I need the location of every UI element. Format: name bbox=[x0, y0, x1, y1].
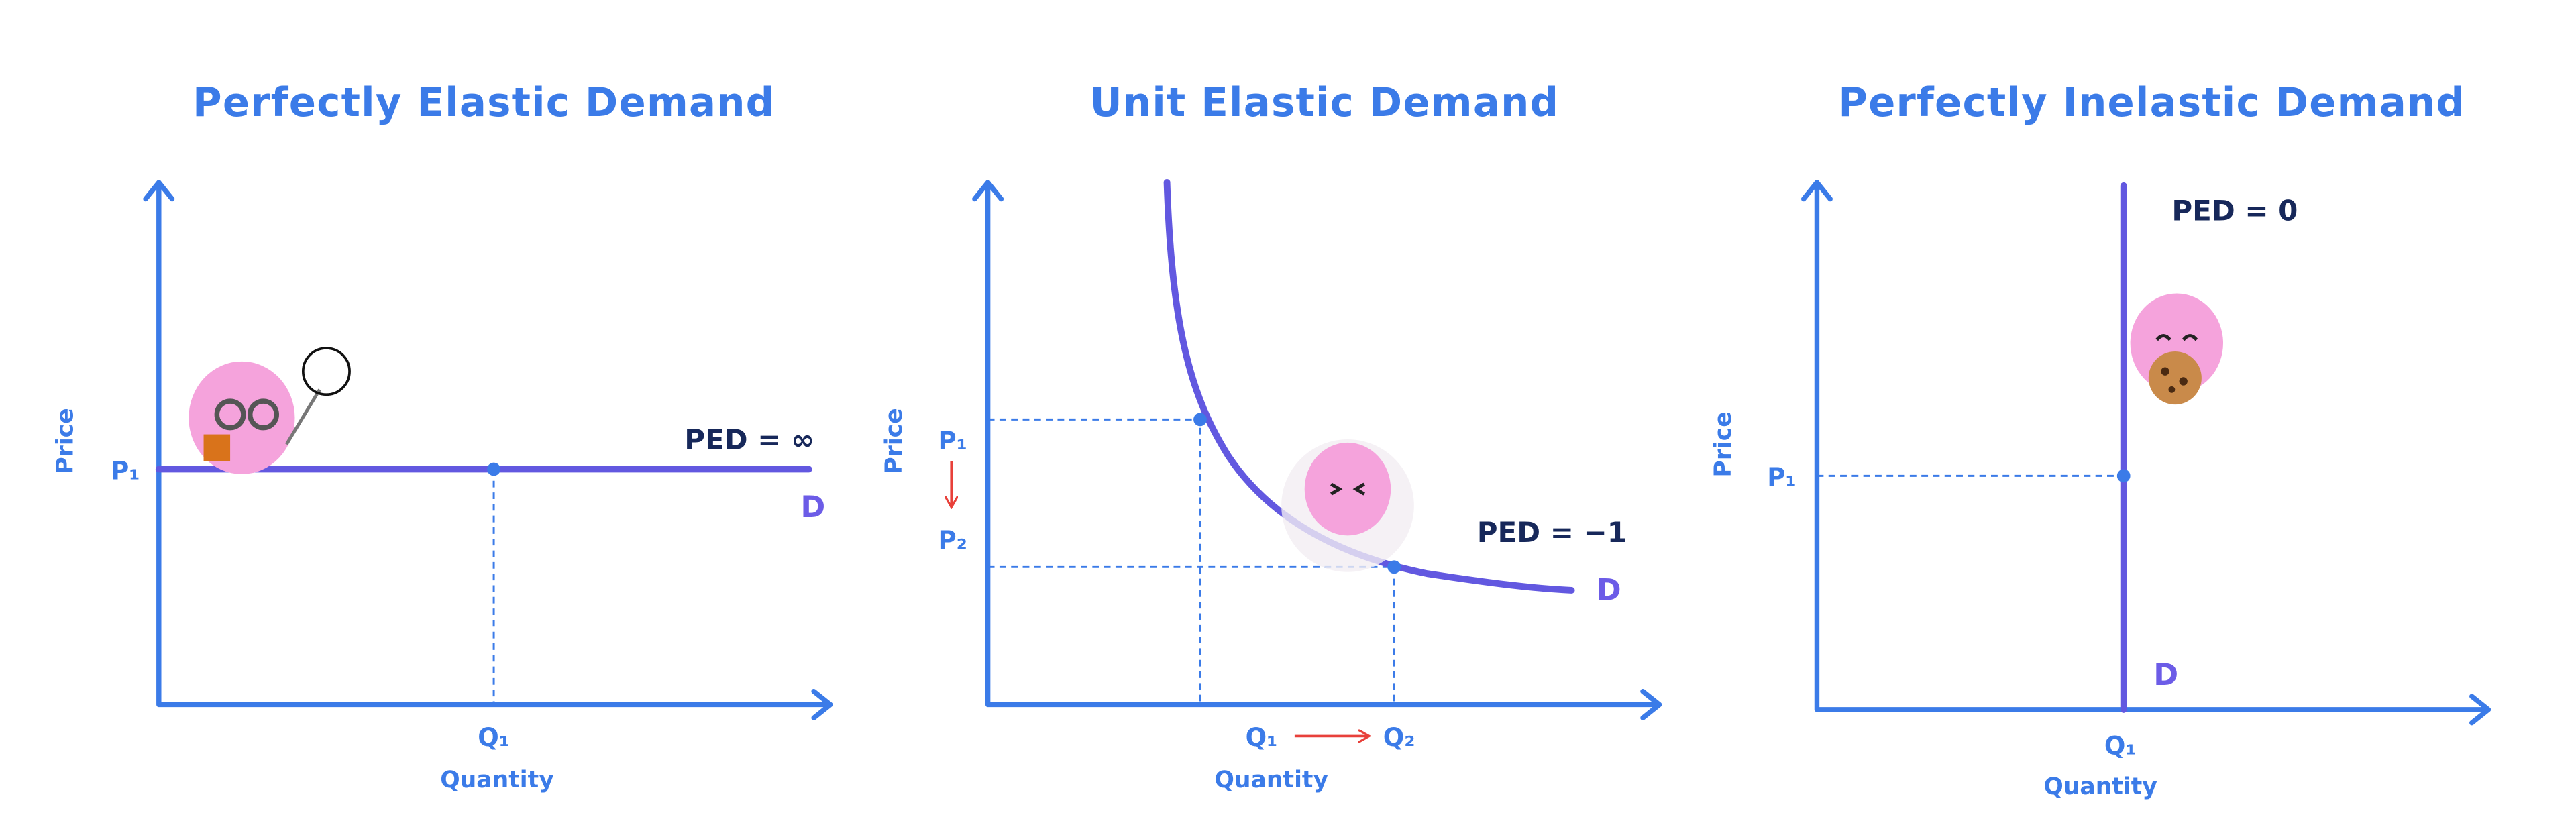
panel-title: Perfectly Inelastic Demand bbox=[1838, 79, 2465, 125]
point bbox=[1193, 413, 1207, 427]
ped-label: PED = −1 bbox=[1477, 516, 1627, 549]
axes bbox=[972, 180, 1662, 720]
demand-label: D bbox=[1597, 574, 1621, 608]
quantity-label: Q₁ bbox=[1246, 723, 1278, 752]
quantity-label: Q₂ bbox=[1383, 723, 1415, 752]
point bbox=[1387, 560, 1401, 574]
ped-label: PED = ∞ bbox=[684, 423, 814, 456]
demand-label: D bbox=[2153, 658, 2178, 692]
point bbox=[2116, 469, 2131, 483]
price-label: P₂ bbox=[938, 526, 967, 555]
quantity-label: Q₁ bbox=[478, 723, 510, 752]
x-axis-label: Quantity bbox=[1215, 767, 1329, 794]
panel-title: Unit Elastic Demand bbox=[1090, 79, 1560, 125]
price-label: P₁ bbox=[1767, 463, 1796, 492]
y-axis-label: Price bbox=[881, 408, 908, 474]
mascot bbox=[1281, 439, 1414, 572]
demand-label: D bbox=[800, 490, 825, 525]
x-axis-label: Quantity bbox=[440, 767, 553, 794]
price-label: P₁ bbox=[938, 427, 967, 455]
x-axis-label: Quantity bbox=[2043, 773, 2157, 800]
panel-unit: Unit Elastic Demand Price P₁ P₂ Q₁ Q₂ PE… bbox=[881, 79, 1662, 794]
price-label: P₁ bbox=[111, 456, 140, 485]
point bbox=[487, 462, 500, 476]
mascot bbox=[189, 347, 351, 474]
panel-title: Perfectly Elastic Demand bbox=[193, 79, 775, 125]
quantity-label: Q₁ bbox=[2104, 732, 2137, 761]
panel-elastic: Perfectly Elastic Demand Price P₁ PED = … bbox=[52, 79, 833, 794]
y-axis-label: Price bbox=[52, 408, 78, 474]
mascot bbox=[2130, 293, 2224, 405]
ped-label: PED = 0 bbox=[2171, 195, 2298, 227]
axes bbox=[143, 180, 833, 720]
y-axis-label: Price bbox=[1710, 411, 1737, 477]
axes bbox=[1801, 180, 2491, 726]
panel-inelastic: Perfectly Inelastic Demand Price P₁ PED … bbox=[1710, 79, 2491, 800]
